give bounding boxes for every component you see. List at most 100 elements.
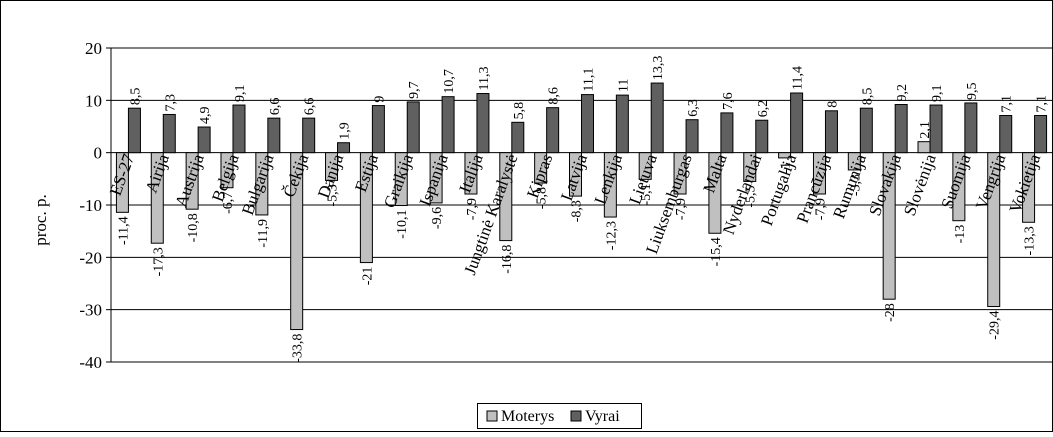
bar-vyrai [476, 93, 490, 154]
bar-moterys [569, 152, 582, 197]
value-label-moterys: -8,3 [570, 200, 585, 222]
value-label-moterys: -16,8 [500, 245, 515, 274]
bar-vyrai [127, 107, 141, 154]
legend-box [477, 403, 642, 429]
value-label-moterys: -7,9 [813, 198, 828, 220]
value-label-vyrai: 9,5 [965, 82, 980, 100]
value-label-moterys: -7,9 [674, 198, 689, 220]
bar-vyrai [615, 94, 629, 154]
value-label-moterys: -5,1 [639, 183, 654, 205]
bar-moterys [743, 152, 757, 182]
bar-moterys [708, 152, 722, 234]
bar-vyrai [755, 119, 769, 154]
value-label-moterys: -11,4 [116, 216, 131, 245]
value-label-vyrai: 9,7 [407, 81, 422, 99]
value-label-moterys: -6,7 [221, 192, 236, 214]
y-tick-label: -10 [79, 196, 102, 215]
bar-moterys [150, 152, 164, 244]
bar-vyrai [511, 121, 525, 154]
value-label-moterys: -5,3 [326, 184, 341, 206]
value-label-moterys: -21 [360, 267, 375, 286]
value-label-moterys: -10,1 [395, 210, 410, 239]
bar-moterys [359, 152, 373, 264]
bar-vyrai [859, 107, 873, 154]
bar-moterys [394, 152, 408, 207]
bar-vyrai [929, 104, 943, 154]
bar-vyrai [197, 126, 211, 154]
legend-swatch-moterys [486, 410, 498, 422]
bar-vyrai [406, 101, 420, 154]
value-label-moterys: -11,9 [256, 219, 271, 248]
value-label-vyrai: 4,9 [198, 107, 213, 125]
value-label-vyrai: 8,5 [128, 88, 143, 106]
value-labels: -11,4 8,5 -17,3 7,3 -10,8 4,9 -6,7 9,1 -11,9 6,6 -… [116, 56, 1049, 363]
y-tick-label: 10 [85, 91, 102, 110]
y-tick-label: -20 [79, 248, 102, 267]
value-label-moterys: -1 [779, 162, 794, 174]
bar-vyrai [581, 94, 594, 154]
y-tick-label: -30 [79, 301, 102, 320]
bar-moterys [290, 152, 304, 331]
bar-moterys [325, 152, 339, 181]
value-label-vyrai: 7,1 [1000, 95, 1015, 112]
y-axis: 20 10 0 -10 -20 -30 -40 [79, 39, 112, 372]
bar-moterys [778, 152, 792, 159]
value-label-vyrai: 6,3 [686, 99, 701, 117]
legend-label-vyrai: Vyrai [585, 408, 620, 425]
value-label-vyrai: 11,3 [477, 67, 492, 91]
bar-vyrai [337, 142, 351, 154]
bar-moterys [638, 152, 652, 180]
bar-moterys [917, 141, 931, 154]
value-label-vyrai: 8 [825, 101, 840, 108]
value-label-moterys: -7,9 [465, 198, 480, 220]
value-label-vyrai: 11 [616, 79, 631, 92]
value-label-moterys: -10,8 [186, 213, 201, 242]
value-label-moterys: -3,3 [848, 174, 863, 196]
y-tick-label: 0 [94, 144, 103, 163]
value-label-vyrai: 7,3 [163, 94, 178, 112]
legend-label-moterys: Moterys [501, 408, 554, 425]
value-label-vyrai: 11,1 [582, 68, 597, 92]
value-label-vyrai: 9 [372, 96, 387, 103]
bar-moterys [185, 152, 199, 210]
bar-moterys [882, 152, 896, 300]
bar-moterys [812, 152, 826, 195]
value-label-vyrai: 9,2 [895, 84, 910, 102]
value-label-vyrai: 6,6 [303, 98, 318, 116]
value-label-vyrai: 6,2 [756, 100, 771, 118]
value-label-vyrai: 13,3 [651, 56, 666, 81]
bar-moterys [987, 152, 1001, 308]
value-label-moterys: -17,3 [151, 247, 166, 276]
value-label-moterys: -12,3 [604, 221, 619, 250]
value-label-moterys: -13 [953, 225, 968, 244]
bar-vyrai [964, 102, 978, 154]
bar-vyrai [302, 117, 316, 154]
value-label-vyrai: 6,6 [268, 98, 283, 116]
bar-vyrai [371, 105, 385, 154]
value-label-moterys: -5,8 [535, 187, 550, 209]
value-label-vyrai: 9,1 [233, 85, 248, 103]
bars [115, 82, 1048, 331]
bar-vyrai [685, 119, 699, 154]
y-tick-label: -40 [79, 353, 102, 372]
bar-vyrai [824, 110, 838, 154]
value-label-vyrai: 7,6 [721, 92, 736, 110]
value-label-moterys: -28 [883, 303, 898, 322]
value-label-moterys: -33,8 [291, 334, 306, 363]
bar-moterys [534, 152, 548, 184]
value-label-vyrai: 8,6 [547, 87, 562, 105]
bar-vyrai [232, 104, 246, 154]
bar-moterys [952, 152, 966, 222]
bar-moterys [429, 152, 443, 204]
bar-moterys [499, 152, 513, 242]
bar-vyrai [999, 115, 1013, 154]
bar-moterys [673, 152, 687, 195]
legend-swatch-vyrai [570, 410, 582, 422]
y-tick-label: 20 [85, 39, 102, 58]
bar-moterys [255, 152, 269, 216]
value-label-vyrai: 11,4 [791, 66, 806, 90]
bar-vyrai [650, 82, 664, 154]
y-axis-label: proc. p. [31, 194, 50, 245]
